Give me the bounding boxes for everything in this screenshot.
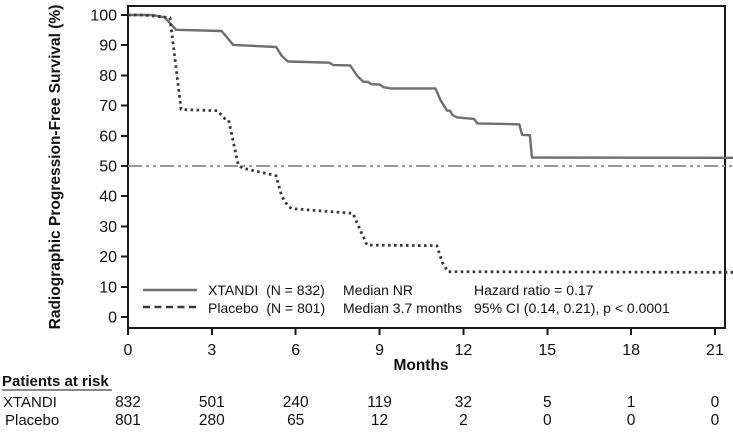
x-tick-label: 6 xyxy=(291,342,300,359)
legend-label-xtandi: XTANDI (N = 832) xyxy=(208,282,325,298)
y-tick-label: 60 xyxy=(99,128,117,145)
patients-at-risk-table: Patients at risk XTANDI Placebo 832 501 24… xyxy=(2,373,720,429)
risk-count: 32 xyxy=(455,394,472,411)
y-tick-label: 20 xyxy=(99,249,117,266)
y-tick-label: 0 xyxy=(108,310,117,327)
x-tick-label: 21 xyxy=(706,342,724,359)
legend-label-placebo: Placebo (N = 801) xyxy=(208,300,325,316)
risk-count: 501 xyxy=(199,394,225,411)
survival-curve-xtandi xyxy=(128,13,733,160)
x-tick-label: 9 xyxy=(375,342,384,359)
y-tick-label: 10 xyxy=(99,279,117,296)
legend-median-xtandi: Median NR xyxy=(343,282,413,298)
y-tick-label: 90 xyxy=(99,38,117,55)
risk-count: 801 xyxy=(115,412,141,429)
x-tick-label: 18 xyxy=(622,342,640,359)
y-tick-label: 30 xyxy=(99,219,117,236)
risk-count: 5 xyxy=(543,394,552,411)
confidence-interval-text: 95% CI (0.14, 0.21), p < 0.0001 xyxy=(474,300,670,316)
y-tick-label: 80 xyxy=(99,68,117,85)
y-tick-label: 40 xyxy=(99,189,117,206)
axis-ticks: 0 10 20 30 40 50 60 70 80 90 100 0 3 6 9 12 15 18 21 xyxy=(90,8,724,360)
risk-count: 12 xyxy=(371,412,388,429)
risk-count: 65 xyxy=(287,412,304,429)
y-axis-title: Radiographic Progression-Free Survival (… xyxy=(47,5,64,330)
x-axis-title: Months xyxy=(393,357,448,374)
risk-count: 0 xyxy=(711,394,720,411)
legend-median-placebo: Median 3.7 months xyxy=(343,300,462,316)
legend: XTANDI (N = 832) Median NR Hazard ratio … xyxy=(143,282,670,316)
risk-row-label-xtandi: XTANDI xyxy=(3,394,57,411)
patients-at-risk-heading: Patients at risk xyxy=(2,373,109,390)
risk-count: 832 xyxy=(115,394,141,411)
risk-row-label-placebo: Placebo xyxy=(5,412,59,429)
y-tick-label: 50 xyxy=(99,159,117,176)
x-tick-label: 0 xyxy=(124,342,133,359)
risk-count: 0 xyxy=(711,412,720,429)
x-tick-label: 12 xyxy=(455,342,473,359)
risk-count: 280 xyxy=(199,412,225,429)
y-tick-label: 100 xyxy=(90,8,117,25)
risk-count: 240 xyxy=(283,394,309,411)
survival-curve-placebo xyxy=(128,13,733,274)
risk-count: 1 xyxy=(627,394,636,411)
x-tick-label: 15 xyxy=(538,342,556,359)
y-tick-label: 70 xyxy=(99,98,117,115)
risk-count: 2 xyxy=(459,412,468,429)
risk-count: 119 xyxy=(367,394,392,411)
risk-count: 0 xyxy=(543,412,552,429)
survival-curves xyxy=(128,13,733,274)
x-tick-label: 3 xyxy=(207,342,216,359)
risk-count: 0 xyxy=(627,412,636,429)
hazard-ratio-text: Hazard ratio = 0.17 xyxy=(474,282,594,298)
